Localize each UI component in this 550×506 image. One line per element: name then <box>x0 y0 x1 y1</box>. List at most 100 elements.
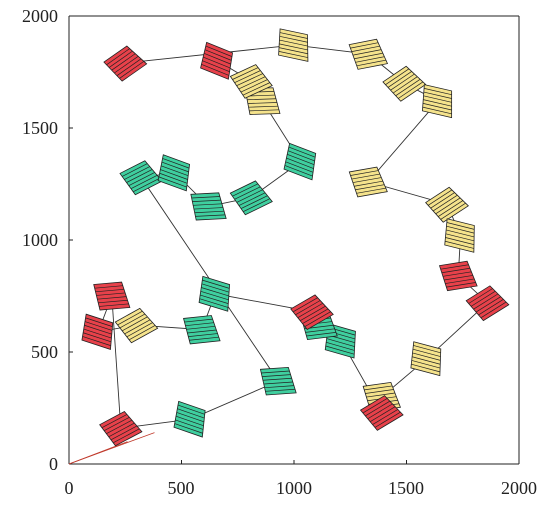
marker-stripe <box>398 81 424 99</box>
marker-stripe <box>278 47 308 55</box>
marker-stripe <box>108 50 133 68</box>
marker-stripe <box>192 199 221 202</box>
marker-stripe <box>238 192 266 206</box>
marker-body <box>382 65 427 102</box>
marker-stripe <box>395 78 421 97</box>
marker-stripe <box>240 79 268 93</box>
marker-stripe <box>356 187 386 194</box>
marker-stripe <box>279 32 308 39</box>
marker-stripe <box>435 197 461 215</box>
marker-stripe <box>98 299 128 304</box>
marker-stripe <box>387 71 412 88</box>
marker-stripe <box>205 45 233 57</box>
vehicle-marker <box>465 285 510 322</box>
marker-stripe <box>193 207 223 210</box>
marker-stripe <box>158 176 187 188</box>
marker-stripe <box>354 52 383 60</box>
marker-stripe <box>442 271 472 277</box>
marker-stripe <box>177 404 205 415</box>
marker-stripe <box>306 332 336 337</box>
marker-stripe <box>161 161 189 173</box>
marker-stripe <box>195 214 226 217</box>
marker-stripe <box>424 88 452 96</box>
marker-stripe <box>201 287 229 297</box>
marker-stripe <box>240 195 268 209</box>
vehicle-marker <box>229 180 273 216</box>
origin-line-group <box>68 432 155 465</box>
marker-stripe <box>263 381 293 385</box>
marker-stripe <box>83 328 112 339</box>
marker-stripe <box>470 290 496 307</box>
marker-stripe <box>247 98 277 101</box>
marker-stripe <box>201 64 230 76</box>
vehicle-marker <box>183 315 221 345</box>
marker-stripe <box>99 303 129 307</box>
marker-stripe <box>202 279 230 289</box>
marker-stripe <box>473 293 499 310</box>
marker-stripe <box>440 202 466 220</box>
marker-stripe <box>295 300 321 316</box>
vehicle-marker <box>359 395 404 431</box>
marker-stripe <box>364 385 393 391</box>
marker-stripe <box>117 310 143 326</box>
marker-stripe <box>412 356 441 365</box>
marker-stripe <box>83 332 112 343</box>
marker-body <box>444 218 475 253</box>
marker-stripe <box>114 56 139 74</box>
marker-stripe <box>101 414 128 428</box>
marker-stripe <box>365 400 390 417</box>
y-tick-label: 2000 <box>22 6 58 26</box>
marker-stripe <box>287 154 315 166</box>
marker-stripe <box>175 419 204 430</box>
x-tick-label: 0 <box>65 478 74 498</box>
marker-stripe <box>438 200 464 217</box>
marker-stripe <box>84 324 112 335</box>
marker-stripe <box>188 333 218 337</box>
marker-stripe <box>367 403 393 420</box>
marker-stripe <box>287 150 315 162</box>
marker-stripe <box>355 56 385 63</box>
vehicle-marker <box>229 64 273 99</box>
marker-stripe <box>116 58 142 76</box>
marker-stripe <box>106 48 130 66</box>
marker-stripe <box>430 192 455 209</box>
marker-stripe <box>445 278 475 284</box>
marker-stripe <box>174 423 203 434</box>
marker-stripe <box>413 345 441 354</box>
marker-body <box>421 84 453 119</box>
vehicle-marker <box>173 400 206 438</box>
marker-stripe <box>411 363 441 373</box>
marker-stripe <box>199 298 229 308</box>
marker-body <box>81 313 114 350</box>
marker-stripe <box>160 169 188 180</box>
marker-stripe <box>84 321 113 331</box>
marker-stripe <box>288 146 316 158</box>
marker-stripe <box>132 177 160 193</box>
marker-stripe <box>444 275 473 281</box>
marker-stripe <box>369 406 396 422</box>
marker-stripe <box>122 316 148 332</box>
marker-body <box>183 315 221 345</box>
marker-body <box>99 411 143 447</box>
marker-stripe <box>362 398 388 414</box>
marker-body <box>103 45 148 82</box>
marker-body <box>190 192 227 221</box>
vehicle-marker <box>438 260 478 292</box>
marker-stripe <box>119 61 145 79</box>
marker-stripe <box>242 82 270 96</box>
y-tick-label: 1000 <box>22 230 58 250</box>
marker-stripe <box>441 267 471 274</box>
marker-stripe <box>94 285 123 289</box>
marker-body <box>198 275 231 312</box>
marker-stripe <box>478 299 504 316</box>
marker-stripe <box>356 59 386 67</box>
marker-stripe <box>351 173 380 180</box>
y-tick-label: 1500 <box>22 118 58 138</box>
marker-stripe <box>119 313 146 329</box>
vehicle-marker <box>382 65 427 102</box>
vehicle-marker <box>157 154 191 192</box>
marker-body <box>229 180 273 216</box>
marker-stripe <box>326 338 355 347</box>
marker-stripe <box>202 60 230 73</box>
marker-stripe <box>446 229 475 238</box>
